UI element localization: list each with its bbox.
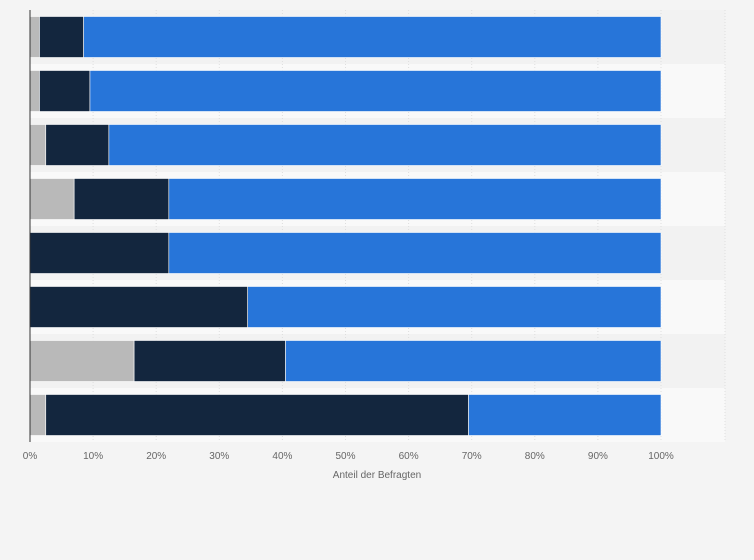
x-tick-label: 50% [335,451,355,462]
x-tick-label: 90% [588,451,608,462]
bar-segment [247,286,662,328]
bar-segment [29,340,135,382]
bar-segment [89,70,662,112]
bar-segment [29,124,47,166]
bar-segment [168,178,662,220]
bar-segment [73,178,170,220]
bar-segment [29,16,40,58]
bar-segment [133,340,286,382]
x-axis-title: Anteil der Befragten [333,470,421,481]
bar-segment [39,16,84,58]
x-tick-label: 10% [83,451,103,462]
x-axis-ticks: 0% 10% 20% 30% 40% 50% 60% 70% 80% 90% 100% [23,451,674,462]
bar-segment [108,124,662,166]
bar-segment [29,394,47,436]
bar-segment [39,70,91,112]
bar-segment [29,232,170,274]
bars [29,16,662,436]
bar-segment [468,394,662,436]
bar-segment [168,232,662,274]
bar-segment [285,340,662,382]
bar-segment [29,178,75,220]
x-tick-label: 0% [23,451,38,462]
x-tick-label: 80% [525,451,545,462]
x-tick-label: 60% [399,451,419,462]
bar-segment [45,394,469,436]
x-tick-label: 40% [272,451,292,462]
bar-segment [45,124,110,166]
x-tick-label: 70% [462,451,482,462]
x-tick-label: 30% [209,451,229,462]
bar-segment [83,16,662,58]
x-tick-label: 100% [648,451,674,462]
bar-segment [29,286,248,328]
bar-segment [29,70,40,112]
x-tick-label: 20% [146,451,166,462]
